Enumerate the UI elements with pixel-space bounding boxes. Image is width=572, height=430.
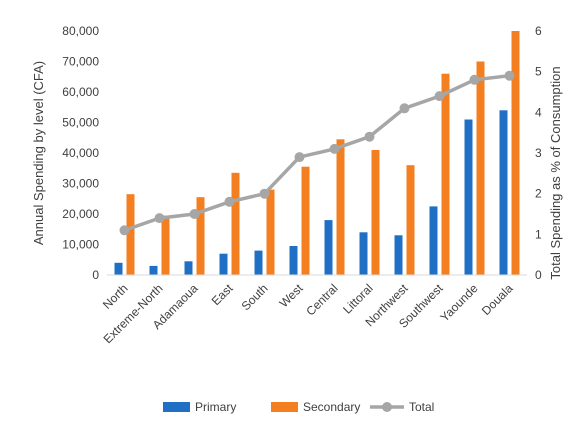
bar-primary-douala bbox=[499, 110, 508, 275]
bar-primary-west bbox=[289, 246, 298, 275]
bar-secondary-central bbox=[336, 139, 345, 275]
x-tick-label: East bbox=[209, 281, 236, 308]
y2-tick-label: 0 bbox=[535, 268, 542, 282]
point-total-yaounde bbox=[469, 74, 480, 85]
y2-tick-label: 6 bbox=[535, 24, 542, 38]
bar-primary-east bbox=[219, 253, 228, 275]
point-total-north bbox=[119, 225, 130, 236]
bar-primary-southwest bbox=[429, 206, 438, 275]
point-total-central bbox=[329, 143, 340, 154]
legend-label-total: Total bbox=[409, 400, 434, 414]
bar-secondary-south bbox=[266, 189, 275, 275]
bar-secondary-adamaoua bbox=[196, 197, 205, 275]
bar-secondary-littoral bbox=[371, 150, 380, 275]
bar-primary-littoral bbox=[359, 232, 368, 275]
y-tick-label: 60,000 bbox=[62, 85, 99, 99]
x-tick-label: Douala bbox=[479, 281, 516, 318]
bar-primary-south bbox=[254, 250, 263, 275]
bar-primary-central bbox=[324, 220, 333, 275]
y-tick-label: 20,000 bbox=[62, 207, 99, 221]
y-tick-label: 70,000 bbox=[62, 55, 99, 69]
point-total-south bbox=[259, 188, 270, 199]
legend-swatch-secondary bbox=[271, 402, 298, 412]
x-tick-label: West bbox=[277, 281, 307, 311]
y-tick-label: 0 bbox=[92, 268, 99, 282]
line-total bbox=[123, 73, 510, 232]
point-total-east bbox=[224, 196, 235, 207]
y-axis-title: Annual Spending by level (CFA) bbox=[31, 61, 46, 245]
y-tick-label: 80,000 bbox=[62, 24, 99, 38]
bar-secondary-yaounde bbox=[476, 61, 485, 275]
y2-tick-label: 5 bbox=[535, 65, 542, 79]
bar-secondary-douala bbox=[511, 31, 520, 275]
point-total-extreme-north bbox=[154, 213, 165, 224]
y2-tick-label: 1 bbox=[535, 227, 542, 241]
point-total-west bbox=[294, 152, 305, 163]
total-line-layer bbox=[119, 70, 515, 236]
x-tick-label: South bbox=[239, 281, 271, 313]
x-tick-label: North bbox=[100, 281, 131, 312]
bar-primary-north bbox=[114, 262, 123, 275]
point-total-douala bbox=[504, 70, 515, 81]
legend-marker-total bbox=[382, 402, 392, 412]
y-tick-label: 30,000 bbox=[62, 177, 99, 191]
legend-label-secondary: Secondary bbox=[303, 400, 360, 414]
point-total-littoral bbox=[364, 131, 375, 142]
bar-secondary-extreme-north bbox=[161, 215, 170, 275]
bar-primary-northwest bbox=[394, 235, 403, 275]
bar-layer bbox=[114, 31, 520, 275]
legend-swatch-primary bbox=[163, 402, 190, 412]
x-tick-label: Central bbox=[303, 281, 340, 318]
y2-tick-label: 3 bbox=[535, 146, 542, 160]
y2-tick-label: 2 bbox=[535, 187, 542, 201]
y-tick-label: 50,000 bbox=[62, 116, 99, 130]
y-tick-label: 40,000 bbox=[62, 146, 99, 160]
bar-secondary-west bbox=[301, 166, 310, 275]
legend: Primary Secondary Total bbox=[163, 400, 434, 414]
bar-primary-adamaoua bbox=[184, 261, 193, 275]
bar-secondary-northwest bbox=[406, 165, 415, 275]
point-total-southwest bbox=[434, 91, 445, 102]
y-tick-label: 10,000 bbox=[62, 238, 99, 252]
bar-secondary-north bbox=[126, 194, 135, 275]
y2-axis-title: Total Spending as % of Consumption bbox=[548, 66, 563, 279]
y2-tick-label: 4 bbox=[535, 105, 542, 119]
bar-secondary-southwest bbox=[441, 73, 450, 275]
bar-primary-yaounde bbox=[464, 119, 473, 275]
bar-secondary-east bbox=[231, 172, 240, 275]
bar-primary-extreme-north bbox=[149, 265, 158, 275]
legend-label-primary: Primary bbox=[195, 400, 236, 414]
x-tick-label: Yaounde bbox=[437, 281, 480, 324]
point-total-adamaoua bbox=[189, 209, 200, 219]
point-total-northwest bbox=[399, 103, 410, 114]
